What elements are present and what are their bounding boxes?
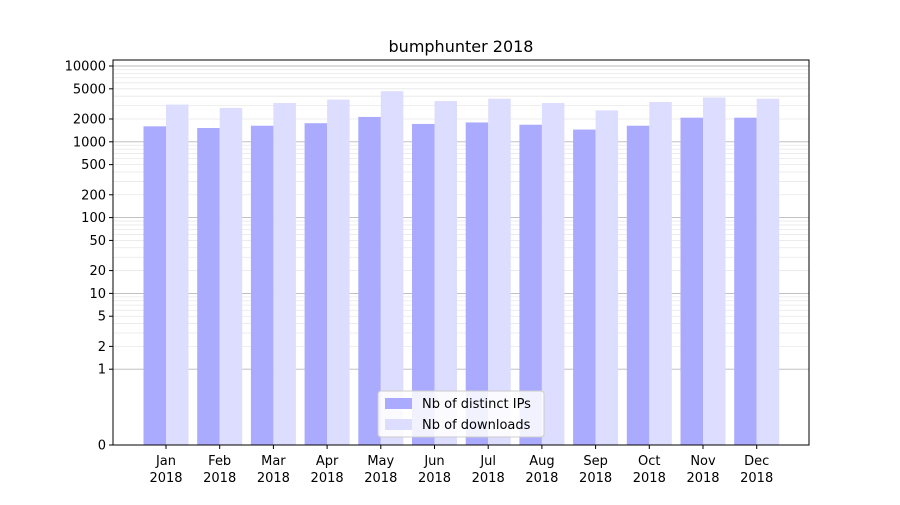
legend-box [377, 390, 545, 438]
y-tick-label: 0 [98, 439, 106, 454]
x-tick-label-month: Feb [208, 454, 231, 469]
x-tick-label-month: Jun [423, 454, 444, 469]
x-tick-label-year: 2018 [740, 471, 773, 486]
x-tick-label-year: 2018 [418, 471, 451, 486]
bar-distinct-ips [143, 126, 166, 445]
bar-distinct-ips [734, 117, 757, 445]
y-axis: 0 1 2 5 10 20 50 100 200 500 1000 2000 5000 10000 [65, 60, 113, 454]
y-tick-label: 50 [89, 234, 106, 249]
legend-swatch [385, 419, 412, 430]
bar-downloads [219, 107, 243, 446]
x-tick-label-year: 2018 [203, 471, 236, 486]
plot-frame [112, 59, 810, 446]
y-tick-label: 2000 [73, 112, 106, 127]
bar-downloads [703, 97, 726, 445]
x-tick-label-month: Jan [155, 454, 176, 469]
bar-distinct-ips [680, 117, 703, 445]
bar-distinct-ips [465, 122, 489, 445]
bar-downloads [273, 103, 296, 445]
y-tick-label: 10000 [65, 60, 106, 75]
bar-downloads [327, 99, 350, 446]
x-tick-label-month: Dec [744, 454, 769, 469]
x-tick-label-month: Nov [690, 454, 716, 469]
y-tick-label: 5 [98, 310, 106, 325]
x-tick-label-month: Jul [479, 454, 496, 469]
bar-distinct-ips [358, 116, 381, 446]
y-tick-label: 100 [81, 211, 106, 226]
x-tick-label-year: 2018 [633, 471, 666, 486]
chart-title: bumphunter 2018 [389, 37, 534, 56]
bar-distinct-ips [197, 128, 220, 445]
x-tick-label-month: Mar [261, 454, 286, 469]
legend-label: Nb of downloads [422, 418, 531, 433]
y-tick-label: 20 [89, 264, 106, 279]
bar-downloads [595, 110, 619, 445]
x-tick-label-year: 2018 [364, 471, 397, 486]
bar-downloads [649, 102, 672, 446]
bar-downloads [541, 103, 565, 445]
x-tick-label-year: 2018 [525, 471, 558, 486]
bar-downloads [756, 98, 780, 445]
legend: Nb of distinct IPs Nb of downloads [377, 390, 545, 438]
bar-distinct-ips [573, 129, 596, 446]
x-tick-label-month: Apr [316, 454, 339, 469]
y-tick-label: 500 [81, 158, 106, 173]
y-tick-label: 1 [98, 363, 106, 378]
x-tick-label-month: Sep [583, 454, 608, 469]
bar-downloads [434, 101, 457, 446]
x-tick-label-year: 2018 [257, 471, 290, 486]
x-tick-label-year: 2018 [686, 471, 719, 486]
bar-downloads [166, 104, 189, 446]
y-tick-label: 10 [89, 287, 106, 302]
bar-downloads [488, 98, 511, 445]
bar-distinct-ips [250, 125, 274, 446]
legend-label: Nb of distinct IPs [422, 397, 531, 412]
y-tick-label: 1000 [73, 135, 106, 150]
x-tick-label-year: 2018 [311, 471, 344, 486]
legend-swatch [385, 398, 412, 409]
x-axis: Jan 2018 Feb 2018 Mar 2018 Apr 2018 May 2018 Jun 20… [149, 445, 773, 486]
x-tick-label-year: 2018 [149, 471, 182, 486]
bars [143, 91, 780, 446]
x-tick-label-month: May [367, 454, 394, 469]
bar-distinct-ips [412, 123, 435, 446]
bar-distinct-ips [519, 124, 542, 445]
y-tick-label: 200 [81, 188, 106, 203]
x-tick-label-month: Aug [529, 454, 554, 469]
y-tick-label: 2 [98, 340, 106, 355]
x-tick-label-month: Oct [638, 454, 660, 469]
bar-distinct-ips [304, 123, 328, 445]
y-tick-label: 5000 [73, 82, 106, 97]
bar-downloads [380, 91, 404, 445]
x-tick-label-year: 2018 [579, 471, 612, 486]
x-tick-label-year: 2018 [472, 471, 505, 486]
bar-distinct-ips [626, 125, 650, 446]
